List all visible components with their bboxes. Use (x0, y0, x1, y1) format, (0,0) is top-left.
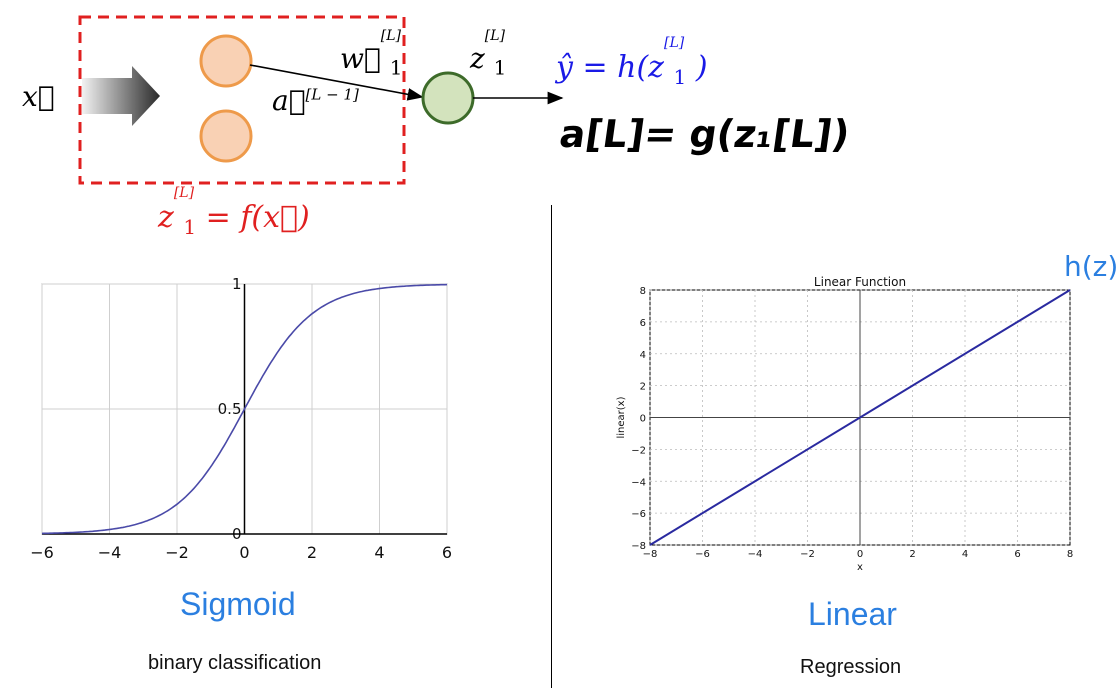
linear-x-tick-label: 6 (1014, 549, 1020, 560)
sigmoid-subcaption: binary classification (148, 652, 322, 674)
sigmoid-chart: −6 −4 −2 0 2 4 600.51 (30, 275, 452, 562)
linear-x-tick-label: 4 (962, 549, 968, 560)
linear-x-tick-label: 8 (1067, 549, 1073, 560)
sigmoid-x-tick-label: 4 (374, 543, 384, 562)
sigmoid-x-tick-label: −6 (30, 543, 54, 562)
output-formula: ŷ = h(z 1 [L] ) (556, 35, 708, 89)
weight-symbol: w⃗ (340, 42, 381, 75)
linear-x-tick-label: −2 (800, 549, 815, 560)
input-arrow (82, 66, 160, 126)
linear-y-label: linear(x) (616, 396, 627, 438)
linear-caption: Linear (808, 596, 897, 632)
z-superscript: [L] (484, 28, 505, 44)
handwritten-formula: a[L]= g(z₁[L]) (556, 112, 853, 156)
activation-symbol: a⃗ (272, 84, 306, 117)
f-formula: z 1 [L] = f(x⃗) (158, 185, 310, 239)
z-label: z 1 [L] (470, 28, 507, 80)
sigmoid-curve (41, 283, 448, 535)
z-symbol: z (470, 42, 485, 75)
panel-divider (551, 205, 552, 688)
weight-label: w⃗ 1 [L] (340, 28, 403, 80)
linear-x-tick-label: 2 (909, 549, 915, 560)
linear-chart: −8 −6 −4 −2 0 2 4 6 8 −8 −6 −4 −2 0 2 4 6 8 Linear Functio… (616, 275, 1073, 573)
hz-label: h(z) (1064, 250, 1117, 283)
output-formula-text: ŷ = h(z (556, 50, 664, 85)
sigmoid-x-tick-label: −2 (165, 543, 189, 562)
linear-x-tick-label: −6 (695, 549, 710, 560)
output-node (421, 71, 475, 125)
linear-x-tick-label: −8 (643, 549, 658, 560)
linear-y-tick-label: 4 (640, 350, 646, 361)
linear-y-tick-label: 2 (640, 382, 646, 393)
weight-subscript: 1 (389, 55, 403, 80)
linear-x-label: x (857, 562, 863, 573)
input-node-2 (199, 109, 253, 163)
linear-subcaption: Regression (800, 656, 902, 678)
weight-connection (249, 64, 424, 101)
sigmoid-x-tick-label: −4 (98, 543, 122, 562)
output-formula-close: ) (695, 50, 708, 85)
activation-label: a⃗[L − 1] (272, 84, 359, 117)
f-formula-z: z (158, 200, 174, 235)
output-superscript: [L] (664, 35, 685, 51)
linear-y-tick-label: −4 (631, 477, 646, 488)
sigmoid-y-tick-label: 0.5 (218, 400, 242, 418)
linear-y-tick-label: 0 (640, 414, 646, 425)
linear-y-tick-label: 8 (640, 286, 646, 297)
linear-y-tick-label: −2 (631, 445, 646, 456)
f-formula-superscript: [L] (173, 185, 195, 201)
linear-x-tick-label: 0 (857, 549, 863, 560)
f-formula-subscript: 1 (183, 215, 197, 239)
linear-line (649, 289, 1071, 546)
sigmoid-x-tick-label: 2 (307, 543, 317, 562)
input-node-1 (199, 34, 253, 88)
sigmoid-caption: Sigmoid (180, 586, 296, 622)
sigmoid-y-tick-label: 1 (232, 275, 242, 293)
hidden-layer-box (78, 15, 406, 185)
linear-y-tick-label: −8 (631, 541, 646, 552)
output-subscript: 1 (673, 65, 687, 89)
linear-title: Linear Function (814, 275, 906, 289)
z-subscript: 1 (493, 55, 507, 80)
input-label: x⃗ (22, 80, 55, 113)
activation-superscript: [L − 1] (305, 85, 359, 104)
sigmoid-x-tick-label: 6 (442, 543, 452, 562)
linear-y-tick-label: −6 (631, 509, 646, 520)
weight-superscript: [L] (380, 28, 402, 44)
sigmoid-x-tick-label: 0 (239, 543, 249, 562)
f-formula-rhs: = f(x⃗) (205, 200, 310, 235)
network-diagram (78, 15, 564, 185)
linear-y-tick-label: 6 (640, 318, 646, 329)
linear-x-tick-label: −4 (748, 549, 763, 560)
